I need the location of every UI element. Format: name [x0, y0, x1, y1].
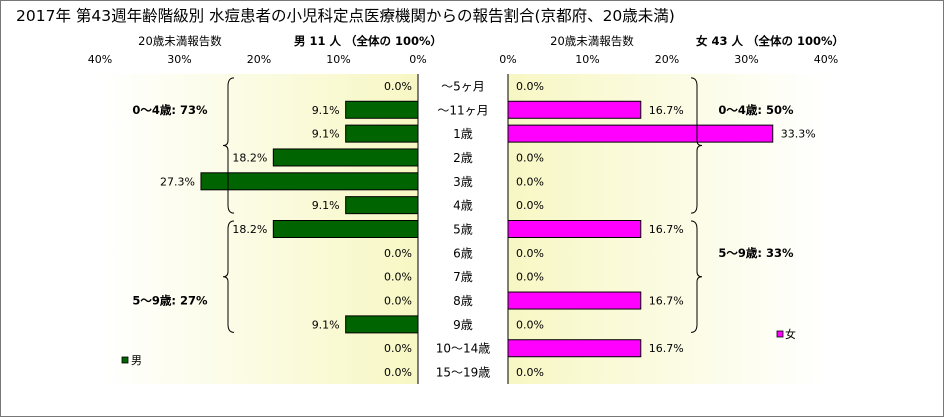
female-data-label: 0.0%: [516, 80, 544, 93]
female-bar: [507, 291, 642, 310]
male-bar: [345, 124, 419, 143]
female-header-count: 女 43 人 （全体の 100%）: [696, 34, 844, 48]
female-annotation-0-4: 0～4歳: 50%: [718, 103, 794, 117]
female-legend-label: 女: [785, 327, 796, 341]
male-data-label: 9.1%: [312, 199, 340, 212]
chart-title: 2017年 第43週年齢階級別 水痘患者の小児科定点医療機関からの報告割合(京都…: [16, 7, 675, 25]
female-annotation-5-9: 5～9歳: 33%: [718, 246, 794, 260]
male-data-label: 18.2%: [232, 151, 267, 164]
male-header-label: 20歳未満報告数: [138, 34, 222, 48]
female-tick-label: 40%: [814, 53, 838, 66]
male-data-label: 0.0%: [384, 295, 412, 308]
category-label: 8歳: [453, 294, 473, 308]
category-label: 4歳: [453, 199, 473, 213]
female-bar: [507, 339, 642, 358]
category-label: 9歳: [453, 318, 473, 332]
female-data-label: 0.0%: [516, 318, 544, 331]
female-data-label: 16.7%: [649, 342, 684, 355]
male-data-label: 0.0%: [384, 271, 412, 284]
female-data-label: 0.0%: [516, 175, 544, 188]
female-bracket-5-9: [690, 220, 703, 333]
female-data-label: 0.0%: [516, 366, 544, 379]
female-bracket-0-4: [690, 77, 703, 214]
female-data-label: 0.0%: [516, 199, 544, 212]
category-label: 1歳: [453, 127, 473, 141]
male-bar: [200, 172, 419, 191]
male-data-label: 9.1%: [312, 104, 340, 117]
female-data-label: 16.7%: [649, 223, 684, 236]
male-annotation-5-9: 5～9歳: 27%: [132, 294, 208, 308]
category-label: 15～19歳: [436, 366, 491, 380]
male-legend-swatch: [121, 356, 129, 364]
category-label: ～11ヶ月: [437, 103, 488, 117]
female-legend-swatch: [776, 330, 784, 338]
male-header-count: 男 11 人 （全体の 100%）: [294, 34, 442, 48]
male-tick-label: 40%: [88, 53, 112, 66]
female-data-label: 16.7%: [649, 104, 684, 117]
female-tick-label: 20%: [655, 53, 679, 66]
male-tick-label: 10%: [326, 53, 350, 66]
male-bar: [345, 100, 419, 119]
male-tick-label: 0%: [409, 53, 426, 66]
male-bar: [272, 220, 419, 238]
female-data-label: 0.0%: [516, 151, 544, 164]
male-bracket-0-4: [222, 77, 235, 214]
male-bar: [345, 196, 419, 215]
female-tick-label: 10%: [575, 53, 599, 66]
male-data-label: 9.1%: [312, 128, 340, 141]
female-data-label: 0.0%: [516, 271, 544, 284]
male-legend-label: 男: [131, 354, 142, 367]
female-tick-label: 0%: [499, 53, 516, 66]
category-label: 7歳: [453, 270, 473, 284]
male-bar: [272, 148, 419, 167]
male-bracket-5-9: [222, 220, 235, 333]
male-data-label: 18.2%: [232, 223, 267, 236]
male-annotation-0-4: 0～4歳: 73%: [132, 103, 208, 117]
category-label: 6歳: [453, 246, 473, 260]
male-data-label: 0.0%: [384, 80, 412, 93]
male-bar: [345, 315, 419, 334]
male-data-label: 0.0%: [384, 366, 412, 379]
female-tick-label: 30%: [734, 53, 758, 66]
category-label: 3歳: [453, 175, 473, 189]
female-data-label: 33.3%: [781, 128, 816, 141]
male-data-label: 0.0%: [384, 342, 412, 355]
female-data-label: 0.0%: [516, 247, 544, 260]
category-label: ～5ヶ月: [441, 79, 485, 93]
male-tick-label: 20%: [247, 53, 271, 66]
female-header-label: 20歳未満報告数: [550, 34, 634, 48]
female-bar: [507, 220, 642, 238]
male-data-label: 0.0%: [384, 247, 412, 260]
male-data-label: 9.1%: [312, 318, 340, 331]
male-tick-label: 30%: [167, 53, 191, 66]
category-label: 2歳: [453, 151, 473, 165]
category-label: 10～14歳: [436, 342, 491, 356]
female-bar: [507, 100, 642, 119]
category-label: 5歳: [453, 223, 473, 237]
female-data-label: 16.7%: [649, 295, 684, 308]
male-data-label: 27.3%: [160, 175, 195, 188]
female-bar: [507, 124, 774, 143]
